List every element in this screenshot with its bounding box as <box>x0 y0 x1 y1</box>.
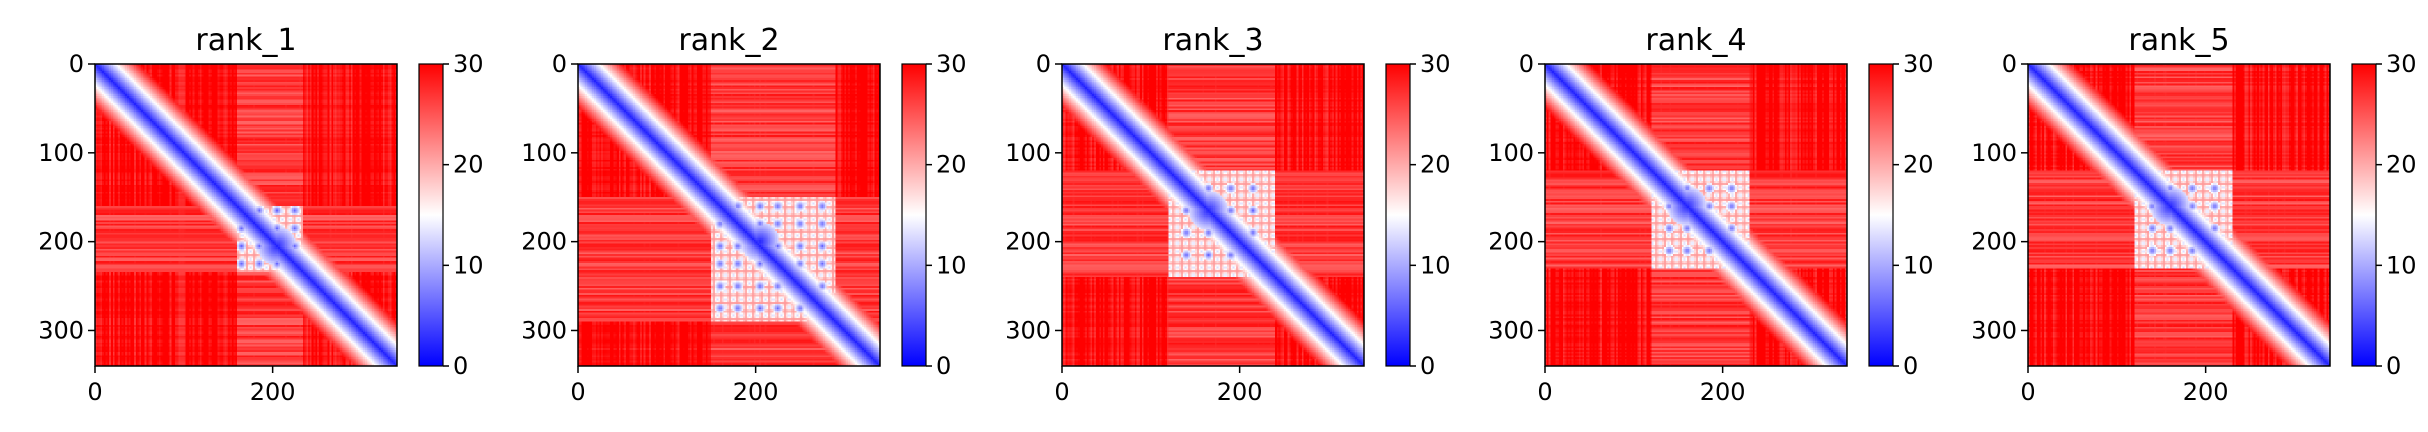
colorbar-tick-label: 0 <box>936 352 951 380</box>
heatmap-image <box>2028 64 2330 366</box>
heatmap-image <box>1062 64 1364 366</box>
heatmap-image <box>95 64 397 366</box>
heatmap-image <box>1545 64 1847 366</box>
colorbar-tick-label: 30 <box>453 50 484 78</box>
colorbar <box>1868 63 1894 367</box>
y-tick-label: 200 <box>1488 228 1534 256</box>
colorbar-tick-label: 10 <box>1903 251 1934 279</box>
chart-title: rank_5 <box>2128 23 2229 58</box>
chart-title: rank_1 <box>195 23 296 58</box>
colorbar-tick-label: 10 <box>936 251 967 279</box>
y-tick-label: 0 <box>552 50 567 78</box>
y-tick-label: 0 <box>2002 50 2017 78</box>
colorbar-tick-label: 0 <box>2386 352 2401 380</box>
y-tick-label: 100 <box>1971 139 2017 167</box>
y-tick-label: 300 <box>521 316 567 344</box>
x-tick-label: 200 <box>733 378 779 406</box>
colorbar-tick-label: 30 <box>1903 50 1934 78</box>
x-tick-label: 0 <box>2020 378 2035 406</box>
chart-title: rank_2 <box>678 23 779 58</box>
colorbar-tick-label: 10 <box>453 251 484 279</box>
x-tick-label: 200 <box>250 378 296 406</box>
colorbar-tick-label: 20 <box>1420 151 1451 179</box>
axes-frame <box>94 63 398 367</box>
colorbar <box>2351 63 2377 367</box>
colorbar-tick-label: 0 <box>1420 352 1435 380</box>
y-tick-label: 300 <box>1488 316 1534 344</box>
axes-frame <box>1544 63 1848 367</box>
colorbar-tick-label: 20 <box>2386 151 2417 179</box>
colorbar-tick-label: 30 <box>1420 50 1451 78</box>
y-tick-label: 0 <box>1519 50 1534 78</box>
heatmap-image <box>578 64 880 366</box>
colorbar <box>1385 63 1411 367</box>
chart-title: rank_3 <box>1162 23 1263 58</box>
y-tick-label: 0 <box>1036 50 1051 78</box>
x-tick-label: 200 <box>1700 378 1746 406</box>
y-tick-label: 300 <box>1005 316 1051 344</box>
y-tick-label: 100 <box>38 139 84 167</box>
colorbar <box>418 63 444 367</box>
colorbar-tick-label: 20 <box>1903 151 1934 179</box>
axes-frame <box>577 63 881 367</box>
axes-frame <box>1061 63 1365 367</box>
y-tick-label: 200 <box>521 228 567 256</box>
colorbar-tick-label: 10 <box>1420 251 1451 279</box>
y-tick-label: 300 <box>1971 316 2017 344</box>
x-tick-label: 0 <box>570 378 585 406</box>
chart-title: rank_4 <box>1645 23 1746 58</box>
colorbar <box>901 63 927 367</box>
y-tick-label: 100 <box>1005 139 1051 167</box>
y-tick-label: 0 <box>69 50 84 78</box>
colorbar-tick-label: 20 <box>453 151 484 179</box>
x-tick-label: 0 <box>87 378 102 406</box>
colorbar-tick-label: 0 <box>453 352 468 380</box>
y-tick-label: 100 <box>1488 139 1534 167</box>
y-tick-label: 100 <box>521 139 567 167</box>
y-tick-label: 200 <box>1005 228 1051 256</box>
x-tick-label: 0 <box>1537 378 1552 406</box>
x-tick-label: 0 <box>1054 378 1069 406</box>
y-tick-label: 300 <box>38 316 84 344</box>
colorbar-tick-label: 10 <box>2386 251 2417 279</box>
colorbar-tick-label: 30 <box>936 50 967 78</box>
y-tick-label: 200 <box>1971 228 2017 256</box>
axes-frame <box>2027 63 2331 367</box>
colorbar-tick-label: 0 <box>1903 352 1918 380</box>
colorbar-tick-label: 30 <box>2386 50 2417 78</box>
y-tick-label: 200 <box>38 228 84 256</box>
colorbar-tick-label: 20 <box>936 151 967 179</box>
x-tick-label: 200 <box>1217 378 1263 406</box>
x-tick-label: 200 <box>2183 378 2229 406</box>
